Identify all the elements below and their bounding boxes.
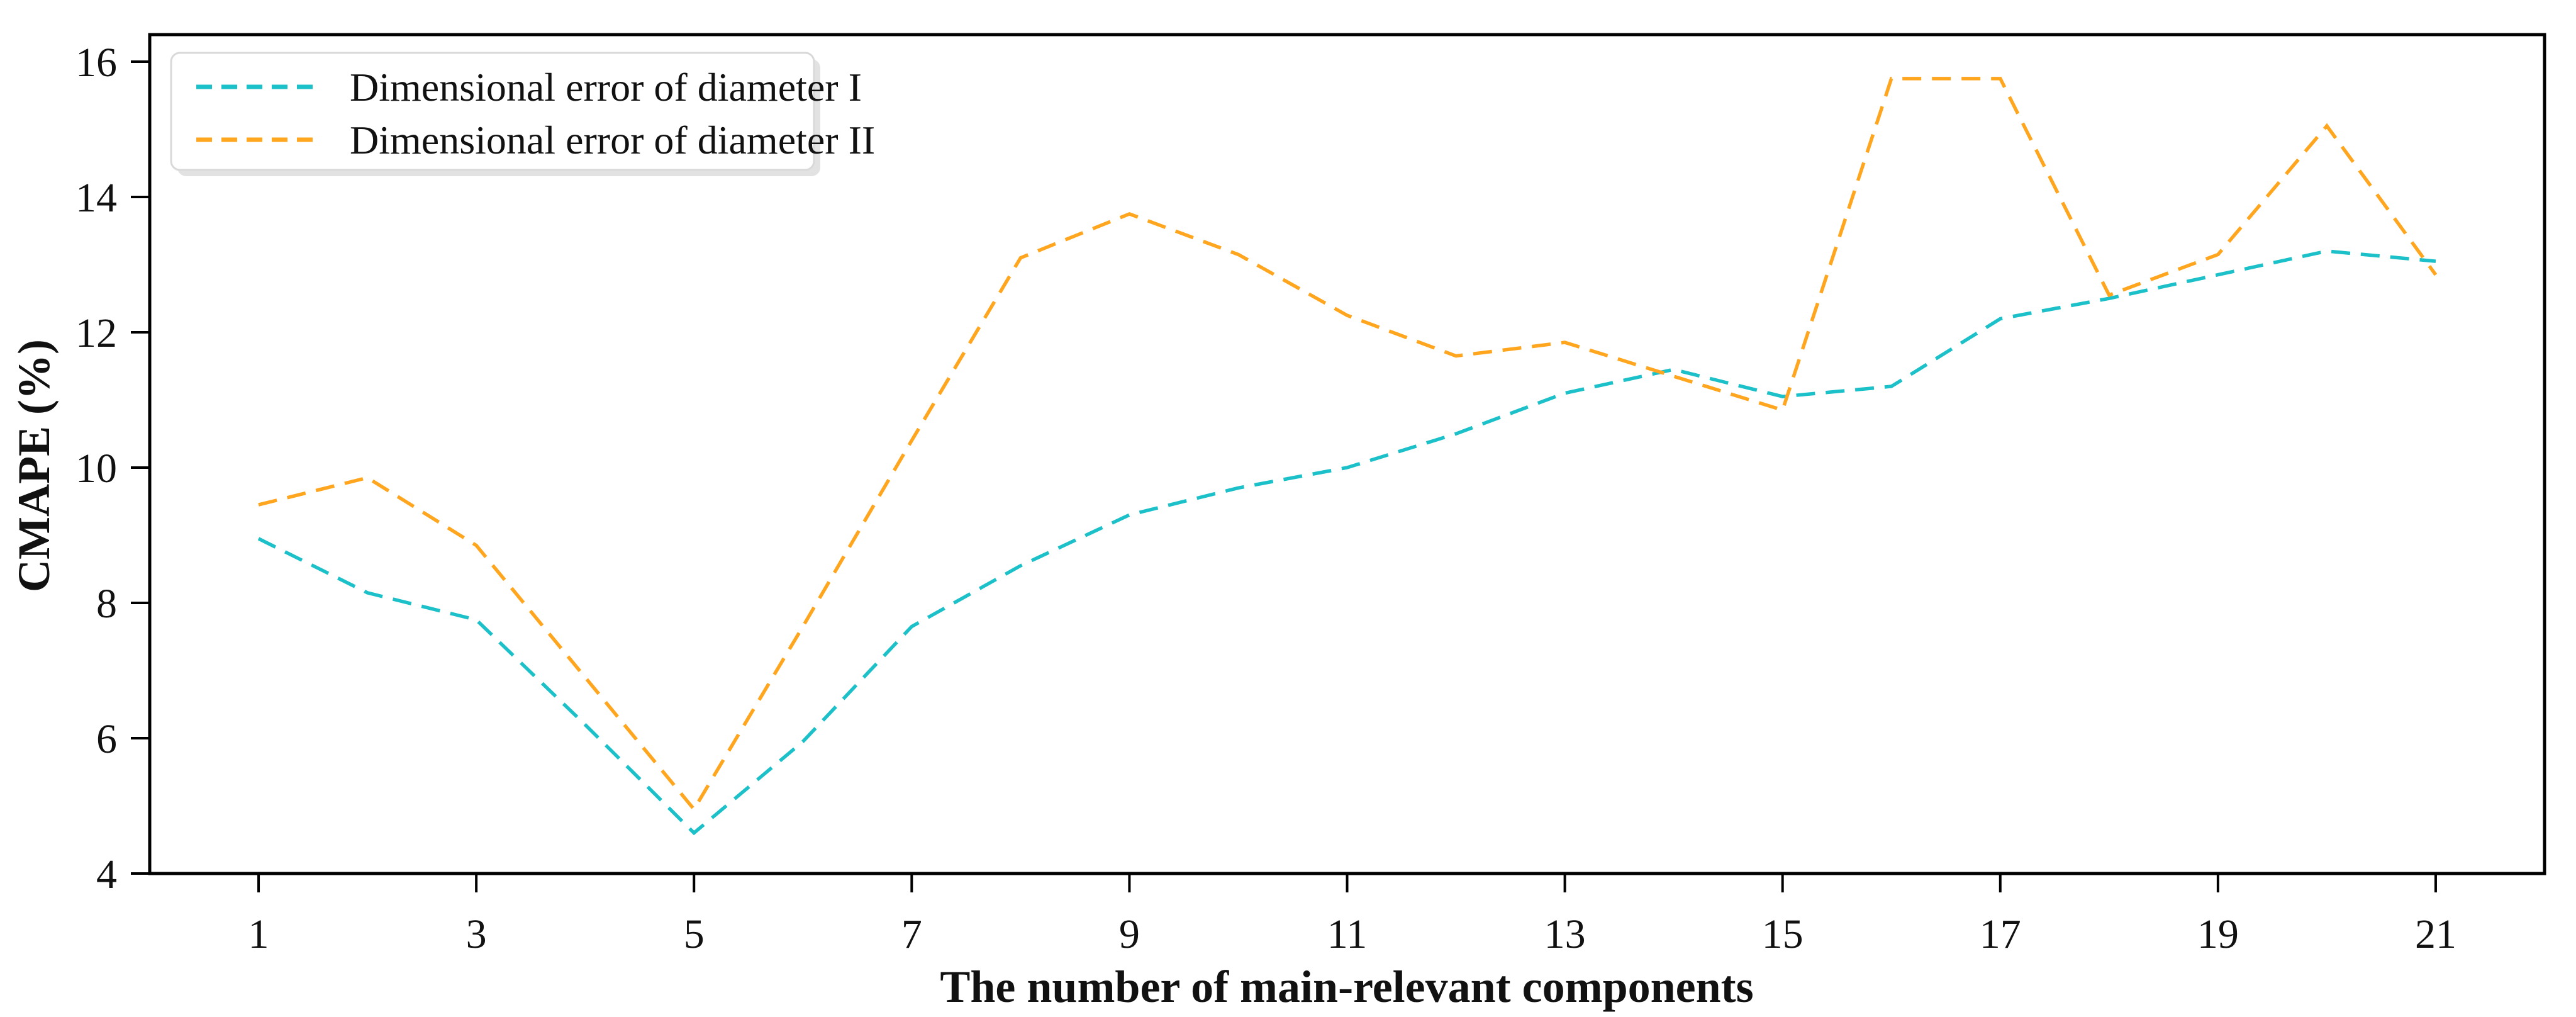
legend-label-series-1: Dimensional error of diameter I: [350, 65, 862, 110]
y-tick-label: 16: [75, 40, 117, 86]
x-tick-label: 3: [466, 911, 487, 957]
x-tick-label: 9: [1119, 911, 1140, 957]
x-tick-label: 15: [1762, 911, 1804, 957]
x-tick-label: 17: [1980, 911, 2021, 957]
x-tick-label: 21: [2415, 911, 2456, 957]
x-tick-label: 7: [901, 911, 922, 957]
y-tick-label: 8: [96, 581, 117, 627]
legend: Dimensional error of diameter I Dimensio…: [170, 52, 875, 176]
legend-box: [170, 52, 815, 171]
series-line-1: [257, 249, 2436, 836]
x-axis-label: The number of main-relevant components: [940, 962, 1753, 1012]
y-tick-label: 6: [96, 716, 117, 762]
x-tick-label: 13: [1544, 911, 1586, 957]
y-axis-label: CMAPE (%): [9, 339, 59, 592]
series-line-2: [258, 77, 2438, 812]
x-tick-label: 5: [684, 911, 705, 957]
legend-label-series-2: Dimensional error of diameter II: [350, 118, 875, 162]
y-tick-label: 10: [75, 446, 117, 492]
x-tick-label: 1: [248, 911, 269, 957]
y-tick-label: 4: [96, 851, 117, 897]
y-tick-label: 14: [75, 175, 117, 221]
x-tick-label: 19: [2197, 911, 2239, 957]
x-tick-label: 11: [1327, 911, 1368, 957]
y-tick-label: 12: [75, 310, 117, 356]
